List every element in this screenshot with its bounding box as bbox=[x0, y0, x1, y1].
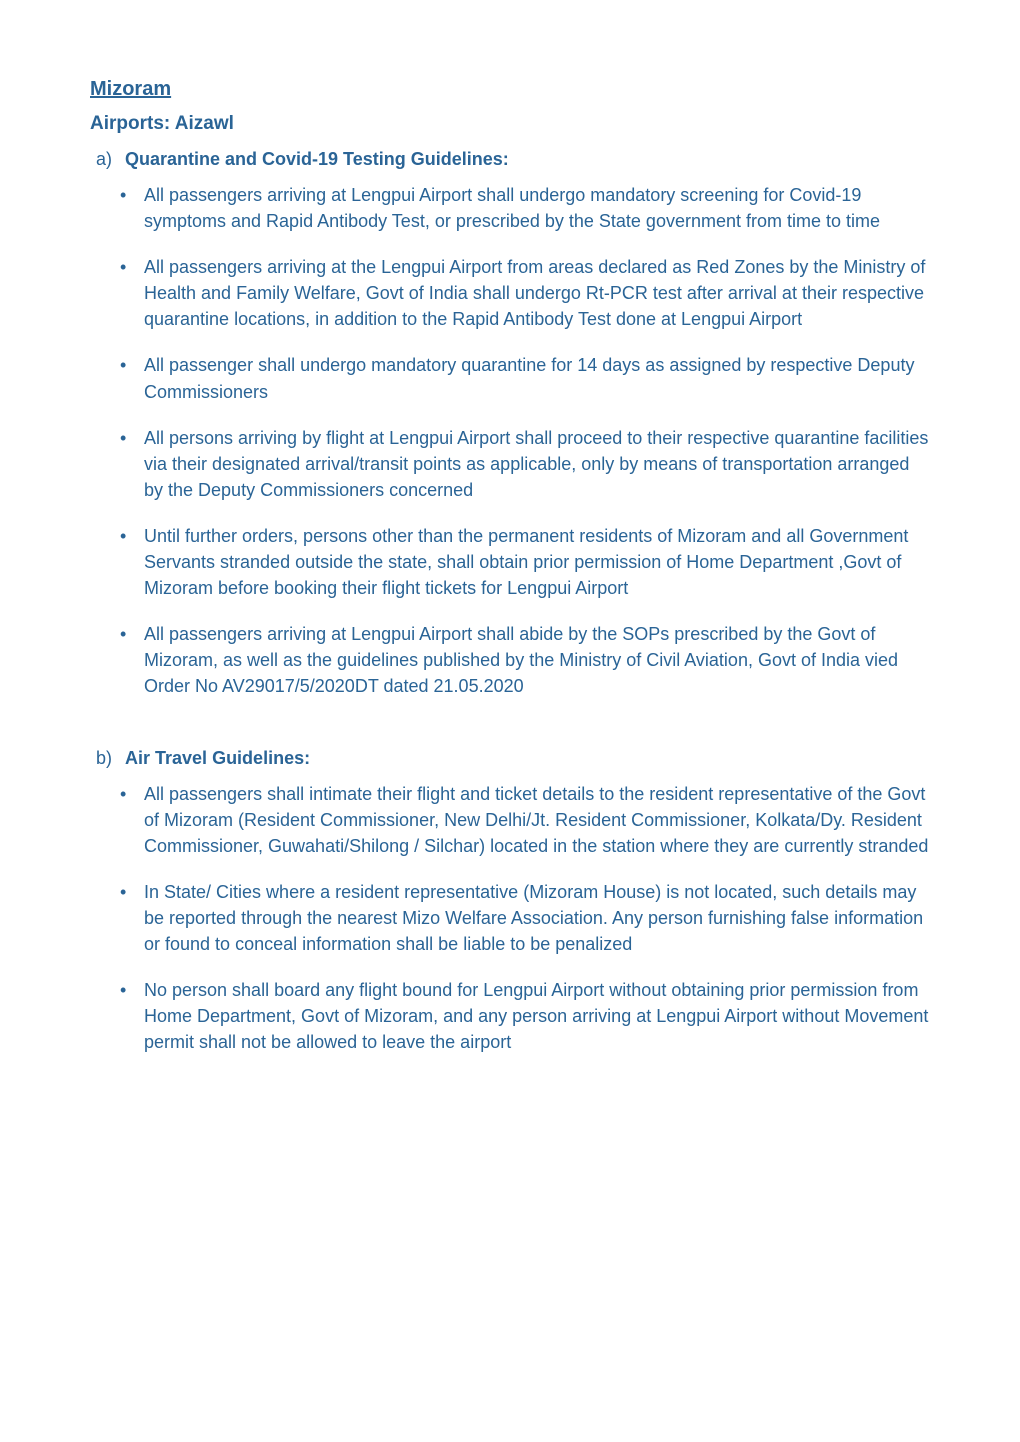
list-item: All persons arriving by flight at Lengpu… bbox=[120, 425, 930, 503]
sections-list: Quarantine and Covid-19 Testing Guidelin… bbox=[90, 149, 930, 170]
section-spacer bbox=[90, 720, 930, 748]
airports-subtitle: Airports: Aizawl bbox=[90, 113, 930, 135]
list-item: All passengers arriving at Lengpui Airpo… bbox=[120, 182, 930, 234]
list-item: In State/ Cities where a resident repres… bbox=[120, 879, 930, 957]
section-b-bullets: All passengers shall intimate their flig… bbox=[90, 781, 930, 1056]
section-a-label: Quarantine and Covid-19 Testing Guidelin… bbox=[125, 149, 509, 169]
section-a-bullets: All passengers arriving at Lengpui Airpo… bbox=[90, 182, 930, 700]
list-item: All passengers shall intimate their flig… bbox=[120, 781, 930, 859]
section-b-heading: Air Travel Guidelines: bbox=[120, 748, 930, 769]
list-item: All passengers arriving at the Lengpui A… bbox=[120, 254, 930, 332]
section-a-heading: Quarantine and Covid-19 Testing Guidelin… bbox=[120, 149, 930, 170]
list-item: All passengers arriving at Lengpui Airpo… bbox=[120, 621, 930, 699]
list-item: All passenger shall undergo mandatory qu… bbox=[120, 352, 930, 404]
page-title-link[interactable]: Mizoram bbox=[90, 78, 930, 101]
list-item: No person shall board any flight bound f… bbox=[120, 977, 930, 1055]
section-b-label: Air Travel Guidelines: bbox=[125, 748, 310, 768]
list-item: Until further orders, persons other than… bbox=[120, 523, 930, 601]
sections-list-b: Air Travel Guidelines: bbox=[90, 748, 930, 769]
